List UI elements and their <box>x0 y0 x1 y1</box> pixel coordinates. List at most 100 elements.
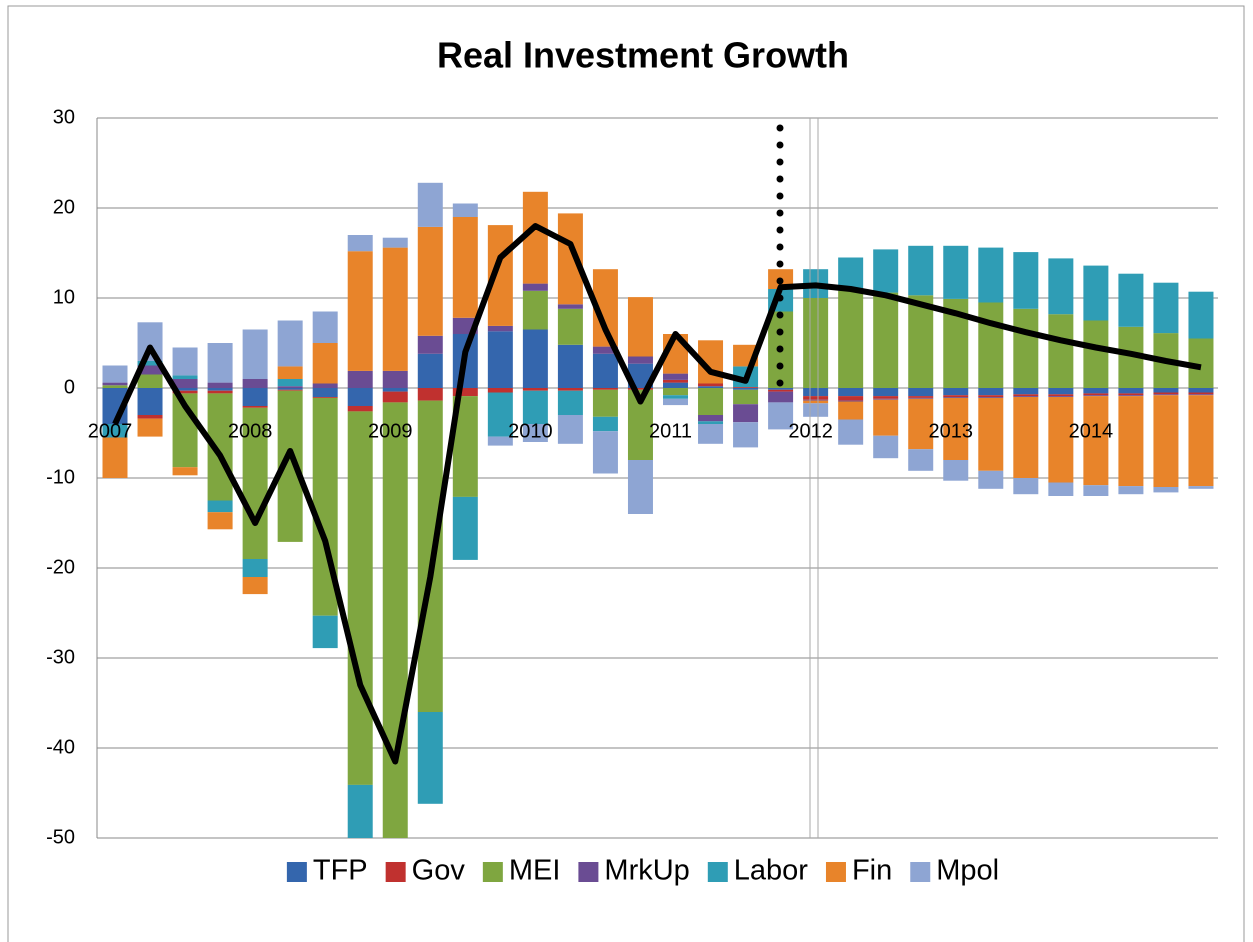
bar-segment <box>908 245 934 296</box>
bar-segment <box>663 373 688 380</box>
x-tick-label: 2011 <box>649 420 692 442</box>
legend-label: MrkUp <box>604 855 689 887</box>
bar-segment <box>1118 388 1144 394</box>
bar-segment <box>733 387 759 388</box>
bar-segment <box>207 390 233 394</box>
bar-segment <box>102 424 128 438</box>
bar-segment <box>557 388 583 391</box>
y-tick-label: -40 <box>46 736 75 758</box>
y-tick-label: -50 <box>46 826 75 848</box>
bar-segment <box>978 397 1004 471</box>
bar-segment <box>1118 486 1144 495</box>
bar-segment <box>838 396 864 401</box>
bar-segment <box>768 391 794 403</box>
bar-segment <box>1013 396 1039 397</box>
bar-segment <box>1083 265 1109 321</box>
bar-segment <box>557 415 583 444</box>
bar-segment <box>417 335 443 354</box>
legend-item: MrkUp <box>578 855 690 887</box>
bar-segment <box>382 370 408 388</box>
bar-segment <box>803 396 829 400</box>
bar-segment <box>838 419 864 445</box>
bar-segment <box>172 390 198 394</box>
bar-segment <box>698 421 724 424</box>
bar-segment <box>452 496 478 560</box>
bar-segment <box>277 388 303 390</box>
bar-segment <box>943 397 969 460</box>
lines <box>112 223 1202 765</box>
y-tick-label: -30 <box>46 646 75 668</box>
bar-segment <box>1083 388 1109 394</box>
bar-segment <box>417 388 443 401</box>
bar-segment <box>1118 395 1144 397</box>
bar-segment <box>1048 314 1074 388</box>
y-tick-label: 0 <box>64 376 75 398</box>
legend-item: Labor <box>707 855 808 887</box>
bar-segment <box>487 392 513 437</box>
bar-segment <box>522 424 548 442</box>
bar-segment <box>1048 397 1074 483</box>
bar-segment <box>312 615 338 649</box>
bar-segment <box>698 424 724 444</box>
legend-swatch <box>385 862 406 882</box>
bar-segment <box>347 370 373 388</box>
bar-segment <box>1013 252 1039 309</box>
bar-segment <box>102 365 128 383</box>
bar-segment <box>417 712 443 804</box>
bar-segment <box>172 347 198 376</box>
bar-segment <box>803 298 829 388</box>
bar-segment <box>522 390 548 424</box>
bar-segment <box>1013 478 1039 495</box>
bar-segment <box>417 353 443 388</box>
bar-segment <box>312 397 338 398</box>
bar-segment <box>592 353 618 388</box>
bar-segment <box>803 400 829 404</box>
bar-segment <box>137 322 163 361</box>
y-tick-label: 10 <box>53 286 75 308</box>
bar-segment <box>452 388 478 397</box>
bar-segment <box>978 395 1004 397</box>
bar-segment <box>1048 396 1074 397</box>
bar-segment <box>417 400 443 712</box>
bar-segment <box>522 388 548 391</box>
bar-segment <box>242 559 268 577</box>
bar-segment <box>347 251 373 371</box>
bar-segment <box>137 418 163 437</box>
bar-segment <box>347 784 373 838</box>
bar-segment <box>557 308 583 345</box>
legend-label: Gov <box>412 855 466 887</box>
bar-segment <box>1048 388 1074 395</box>
bar-segment <box>627 297 653 357</box>
bar-segment <box>592 388 618 390</box>
bar-segment <box>698 415 724 422</box>
bar-segment <box>242 388 268 406</box>
bar-segment <box>908 449 934 471</box>
bar-segment <box>487 325 513 332</box>
bar-segment <box>277 386 303 388</box>
bar-segment <box>102 382 128 386</box>
y-tick-label: 30 <box>53 106 75 128</box>
total-line <box>112 223 1202 765</box>
bar-segment <box>1188 395 1214 487</box>
x-tick-label: 2007 <box>88 420 133 442</box>
bar-segment <box>908 295 934 388</box>
bar-segment <box>663 395 688 399</box>
legend-swatch <box>286 862 307 882</box>
bar-segment <box>803 399 829 401</box>
legend-swatch <box>707 862 728 882</box>
bar-segment <box>873 249 899 293</box>
bar-segment <box>347 235 373 252</box>
bar-segment <box>172 379 198 388</box>
x-tick-label: 2010 <box>508 420 553 442</box>
bar-segment <box>557 344 583 388</box>
legend-item: Gov <box>385 855 466 887</box>
bar-segment <box>978 388 1004 396</box>
bars <box>102 182 1214 838</box>
bar-segment <box>1188 388 1214 393</box>
legend-item: Mpol <box>910 855 999 887</box>
bar-segment <box>522 191 548 284</box>
bar-segment <box>347 411 373 785</box>
bar-segment <box>207 343 233 383</box>
bar-segment <box>417 226 443 336</box>
bar-segment <box>1153 487 1179 493</box>
